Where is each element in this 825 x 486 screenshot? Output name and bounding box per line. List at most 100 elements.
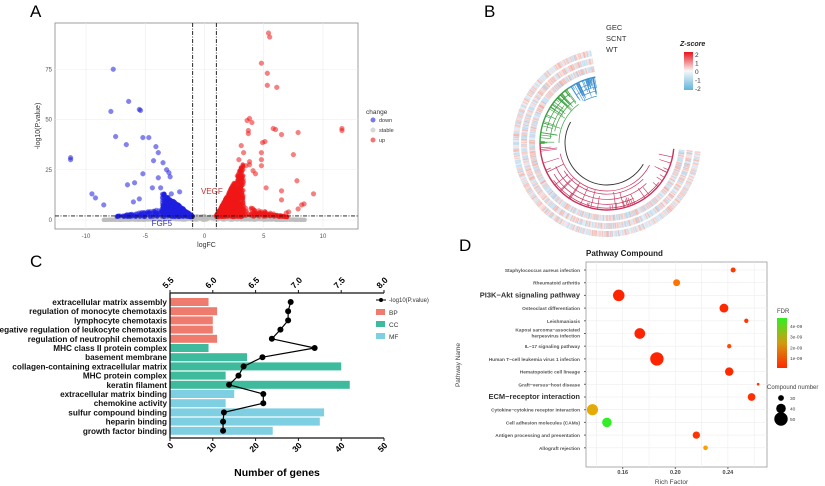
heatmap-cell <box>528 175 535 179</box>
heatmap-cell <box>559 61 564 68</box>
heatmap-cell <box>565 58 570 64</box>
legend-label: MF <box>389 334 398 341</box>
heatmap-cell <box>678 179 684 183</box>
heatmap-cell <box>684 162 691 165</box>
heatmap-cell <box>676 161 683 164</box>
heatmap-cell <box>538 202 543 208</box>
heatmap-cell <box>558 61 563 68</box>
heatmap-cell <box>636 216 640 223</box>
heatmap-cell <box>513 130 520 132</box>
category-label: keratin filament <box>106 381 167 390</box>
heatmap-cell <box>598 214 600 221</box>
x-tick-label: 0.20 <box>670 470 681 476</box>
heatmap-cell <box>578 53 582 60</box>
heatmap-cell <box>637 208 641 214</box>
heatmap-cell <box>590 221 593 228</box>
heatmap-cell <box>657 214 662 220</box>
pathway-label: Cytokine−cytokine receptor interaction <box>491 408 580 414</box>
category-label: growth factor binding <box>83 427 167 436</box>
heatmap-cell <box>564 212 568 218</box>
heatmap-cell <box>682 187 689 192</box>
heatmap-cell <box>670 175 677 180</box>
heatmap-cell <box>678 149 685 151</box>
heatmap-cell <box>554 206 559 212</box>
heatmap-cell <box>561 210 566 217</box>
point-up <box>251 211 256 217</box>
heatmap-cell <box>642 205 647 211</box>
heatmap-cell <box>529 130 536 133</box>
heatmap-cell <box>581 227 584 234</box>
heatmap-cell <box>681 170 688 174</box>
point-up <box>240 200 246 205</box>
heatmap-cell <box>568 57 572 63</box>
heatmap-cell <box>591 213 594 220</box>
heatmap-cell <box>637 225 640 232</box>
heatmap-cell <box>581 52 584 59</box>
heatmap-cell <box>524 97 530 102</box>
heatmap-cell <box>560 200 565 206</box>
heatmap-cell <box>548 191 554 196</box>
heatmap-cell <box>674 199 680 204</box>
heatmap-cell <box>551 193 557 199</box>
colorbar <box>684 52 693 90</box>
heatmap-cell <box>562 220 567 227</box>
heatmap-cell <box>546 93 552 98</box>
heatmap-cell <box>530 126 537 129</box>
heatmap-cell <box>694 154 701 156</box>
dendrogram-leaf <box>586 78 589 84</box>
heatmap-cell <box>545 94 551 99</box>
heatmap-cell <box>598 222 601 229</box>
heatmap-cell <box>564 212 569 219</box>
heatmap-cell <box>517 114 524 117</box>
point-up <box>273 126 279 133</box>
point-down <box>108 108 114 115</box>
bar-CC <box>170 362 342 371</box>
heatmap-cell <box>659 192 665 197</box>
heatmap-cell <box>524 116 531 119</box>
heatmap-cell <box>639 206 643 213</box>
heatmap-cell <box>652 218 656 224</box>
dendrogram-branch <box>553 180 660 209</box>
heatmap-cell <box>596 214 599 221</box>
heatmap-cell <box>561 69 565 76</box>
heatmap-cell <box>551 76 556 82</box>
heatmap-cell <box>657 194 662 200</box>
heatmap-cell <box>587 59 590 66</box>
dendrogram-leaf <box>545 115 551 119</box>
point-up <box>234 201 239 206</box>
heatmap-cell <box>552 214 557 221</box>
heatmap-cell <box>694 151 701 153</box>
y-tick-label: 50 <box>45 118 52 124</box>
bar-MF <box>170 399 226 408</box>
heatmap-cell <box>514 128 521 130</box>
heatmap-cell <box>522 156 529 158</box>
heatmap-cell <box>564 68 568 74</box>
heatmap-cell <box>571 207 575 213</box>
dendrogram-leaf <box>592 77 597 94</box>
heatmap-cell <box>556 207 561 213</box>
heatmap-cell <box>557 198 562 204</box>
heatmap-cell <box>638 207 643 213</box>
heatmap-cell <box>686 179 693 183</box>
heatmap-cell <box>552 194 557 199</box>
dendrogram-branch <box>583 95 597 102</box>
heatmap-cell <box>549 89 555 95</box>
x-tick-label: 5 <box>262 234 266 240</box>
heatmap-cell <box>535 112 541 116</box>
bubble <box>602 417 612 428</box>
heatmap-cell <box>641 214 645 221</box>
heatmap-cell <box>634 226 637 233</box>
heatmap-cell <box>543 197 549 203</box>
heatmap-cell <box>581 210 584 217</box>
point-up <box>237 203 242 209</box>
heatmap-cell <box>687 178 693 182</box>
heatmap-cell <box>650 219 654 225</box>
dendrogram-leaf <box>638 188 646 199</box>
dendrogram-leaf <box>569 182 581 199</box>
heatmap-cell <box>552 86 558 92</box>
heatmap-cell <box>543 196 549 202</box>
heatmap-cell <box>666 195 672 201</box>
heatmap-cell <box>584 68 588 75</box>
heatmap-cell <box>541 87 547 92</box>
heatmap-cell <box>685 181 692 185</box>
